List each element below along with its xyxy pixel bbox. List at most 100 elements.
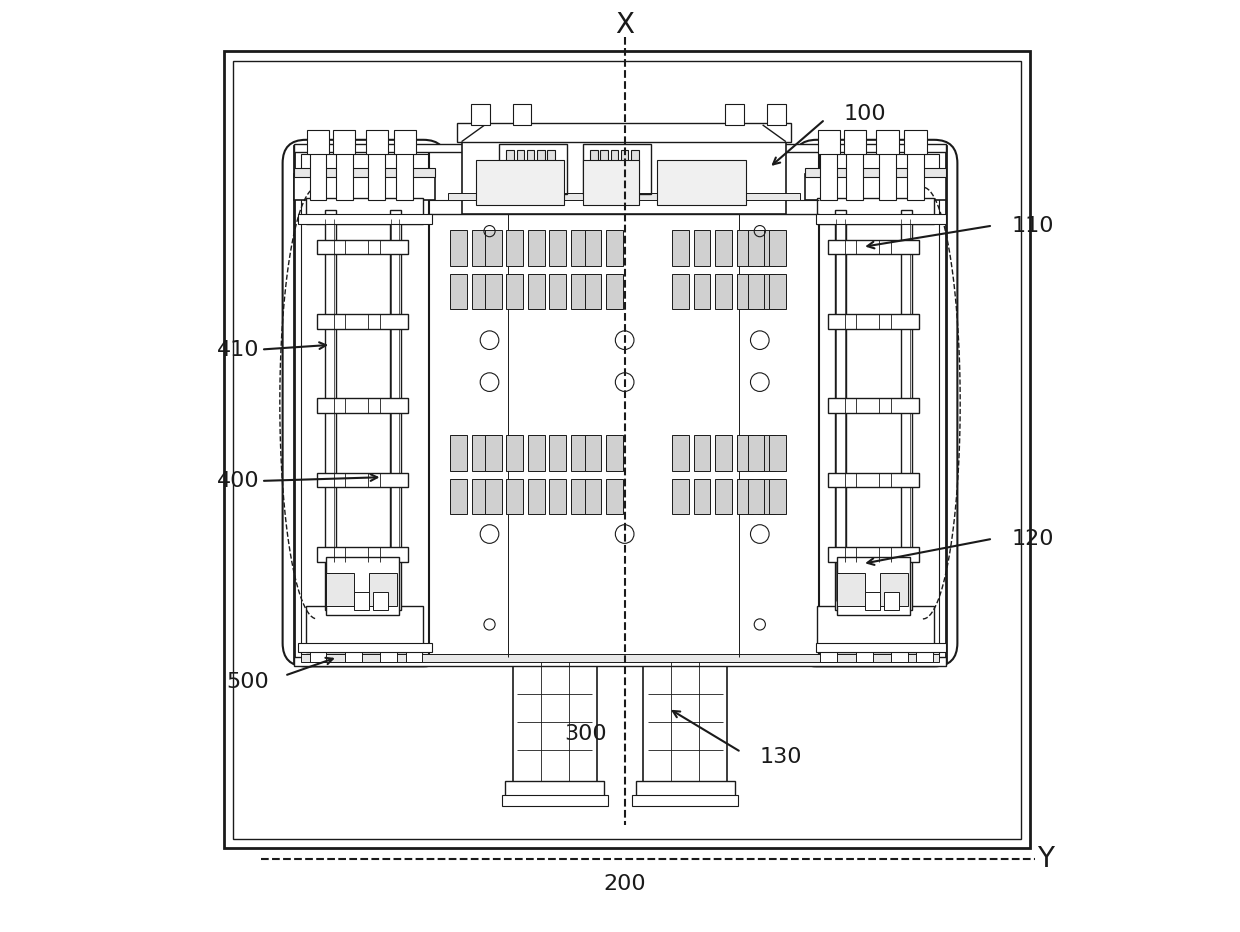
Bar [448,193,800,200]
Bar [847,149,863,200]
Bar [879,149,895,200]
Text: 300: 300 [564,724,606,745]
FancyBboxPatch shape [283,140,446,666]
Bar [325,210,336,610]
Bar [570,230,588,266]
Bar [769,230,786,266]
Bar [880,573,908,606]
Bar [294,174,435,200]
Bar [606,435,622,471]
Bar [657,160,745,205]
Bar [837,557,910,615]
Bar [471,104,490,125]
Bar [373,592,388,610]
Bar [506,230,523,266]
Bar [636,781,734,802]
Bar [549,479,565,514]
Bar [816,643,946,652]
Bar [769,274,786,309]
Bar [326,573,355,606]
Bar [758,230,775,266]
Bar [836,210,847,610]
Bar [610,150,618,189]
Bar [672,230,689,266]
Bar [528,479,544,514]
Bar [725,104,744,125]
Bar [816,214,946,224]
Bar [294,168,435,177]
Bar [817,606,934,652]
Bar [570,274,588,309]
Bar [758,479,775,514]
Bar [355,592,370,610]
Bar [537,150,544,189]
Bar [310,149,326,200]
Bar [821,648,837,662]
Bar [866,592,880,610]
Bar [336,149,352,200]
Bar [737,435,753,471]
Bar [405,648,423,662]
Bar [737,479,753,514]
Bar [584,230,601,266]
Text: 130: 130 [760,747,802,767]
Bar [527,150,534,189]
Text: 100: 100 [843,103,887,124]
Bar [485,479,502,514]
Bar [693,479,711,514]
Bar [737,230,753,266]
Bar [317,547,408,562]
Bar [828,398,919,413]
Bar [306,130,329,154]
Bar [471,274,489,309]
Bar [570,479,588,514]
Bar [644,657,727,788]
Bar [693,274,711,309]
Bar [583,160,639,205]
Bar [805,168,946,177]
Bar [429,149,818,657]
Bar [758,274,775,309]
Bar [758,435,775,471]
Text: Y: Y [1038,845,1054,873]
Bar [549,230,565,266]
Bar [590,150,598,189]
Bar [317,473,408,487]
Bar [606,479,622,514]
Bar [310,648,326,662]
Bar [632,795,738,806]
Bar [294,144,946,152]
Bar [381,648,397,662]
FancyBboxPatch shape [794,140,957,666]
Bar [748,274,764,309]
Bar [737,274,753,309]
Bar [768,104,786,125]
Bar [345,648,362,662]
Bar [450,435,467,471]
Bar [306,606,423,652]
Bar [900,210,911,610]
Bar [317,240,408,254]
Bar [485,274,502,309]
Bar [294,146,946,662]
Bar [672,435,689,471]
Bar [715,274,732,309]
Bar [805,174,946,200]
Text: 400: 400 [217,471,260,491]
Bar [693,230,711,266]
Bar [570,435,588,471]
Bar [584,274,601,309]
Bar [906,149,924,200]
Bar [715,230,732,266]
Bar [299,214,432,224]
Bar [606,274,622,309]
Bar [502,795,608,806]
Bar [606,230,622,266]
Bar [621,150,629,189]
Text: 120: 120 [1012,528,1054,549]
Bar [843,130,866,154]
Bar [748,435,764,471]
Bar [817,130,839,154]
Text: 200: 200 [604,873,646,894]
Bar [631,150,639,189]
